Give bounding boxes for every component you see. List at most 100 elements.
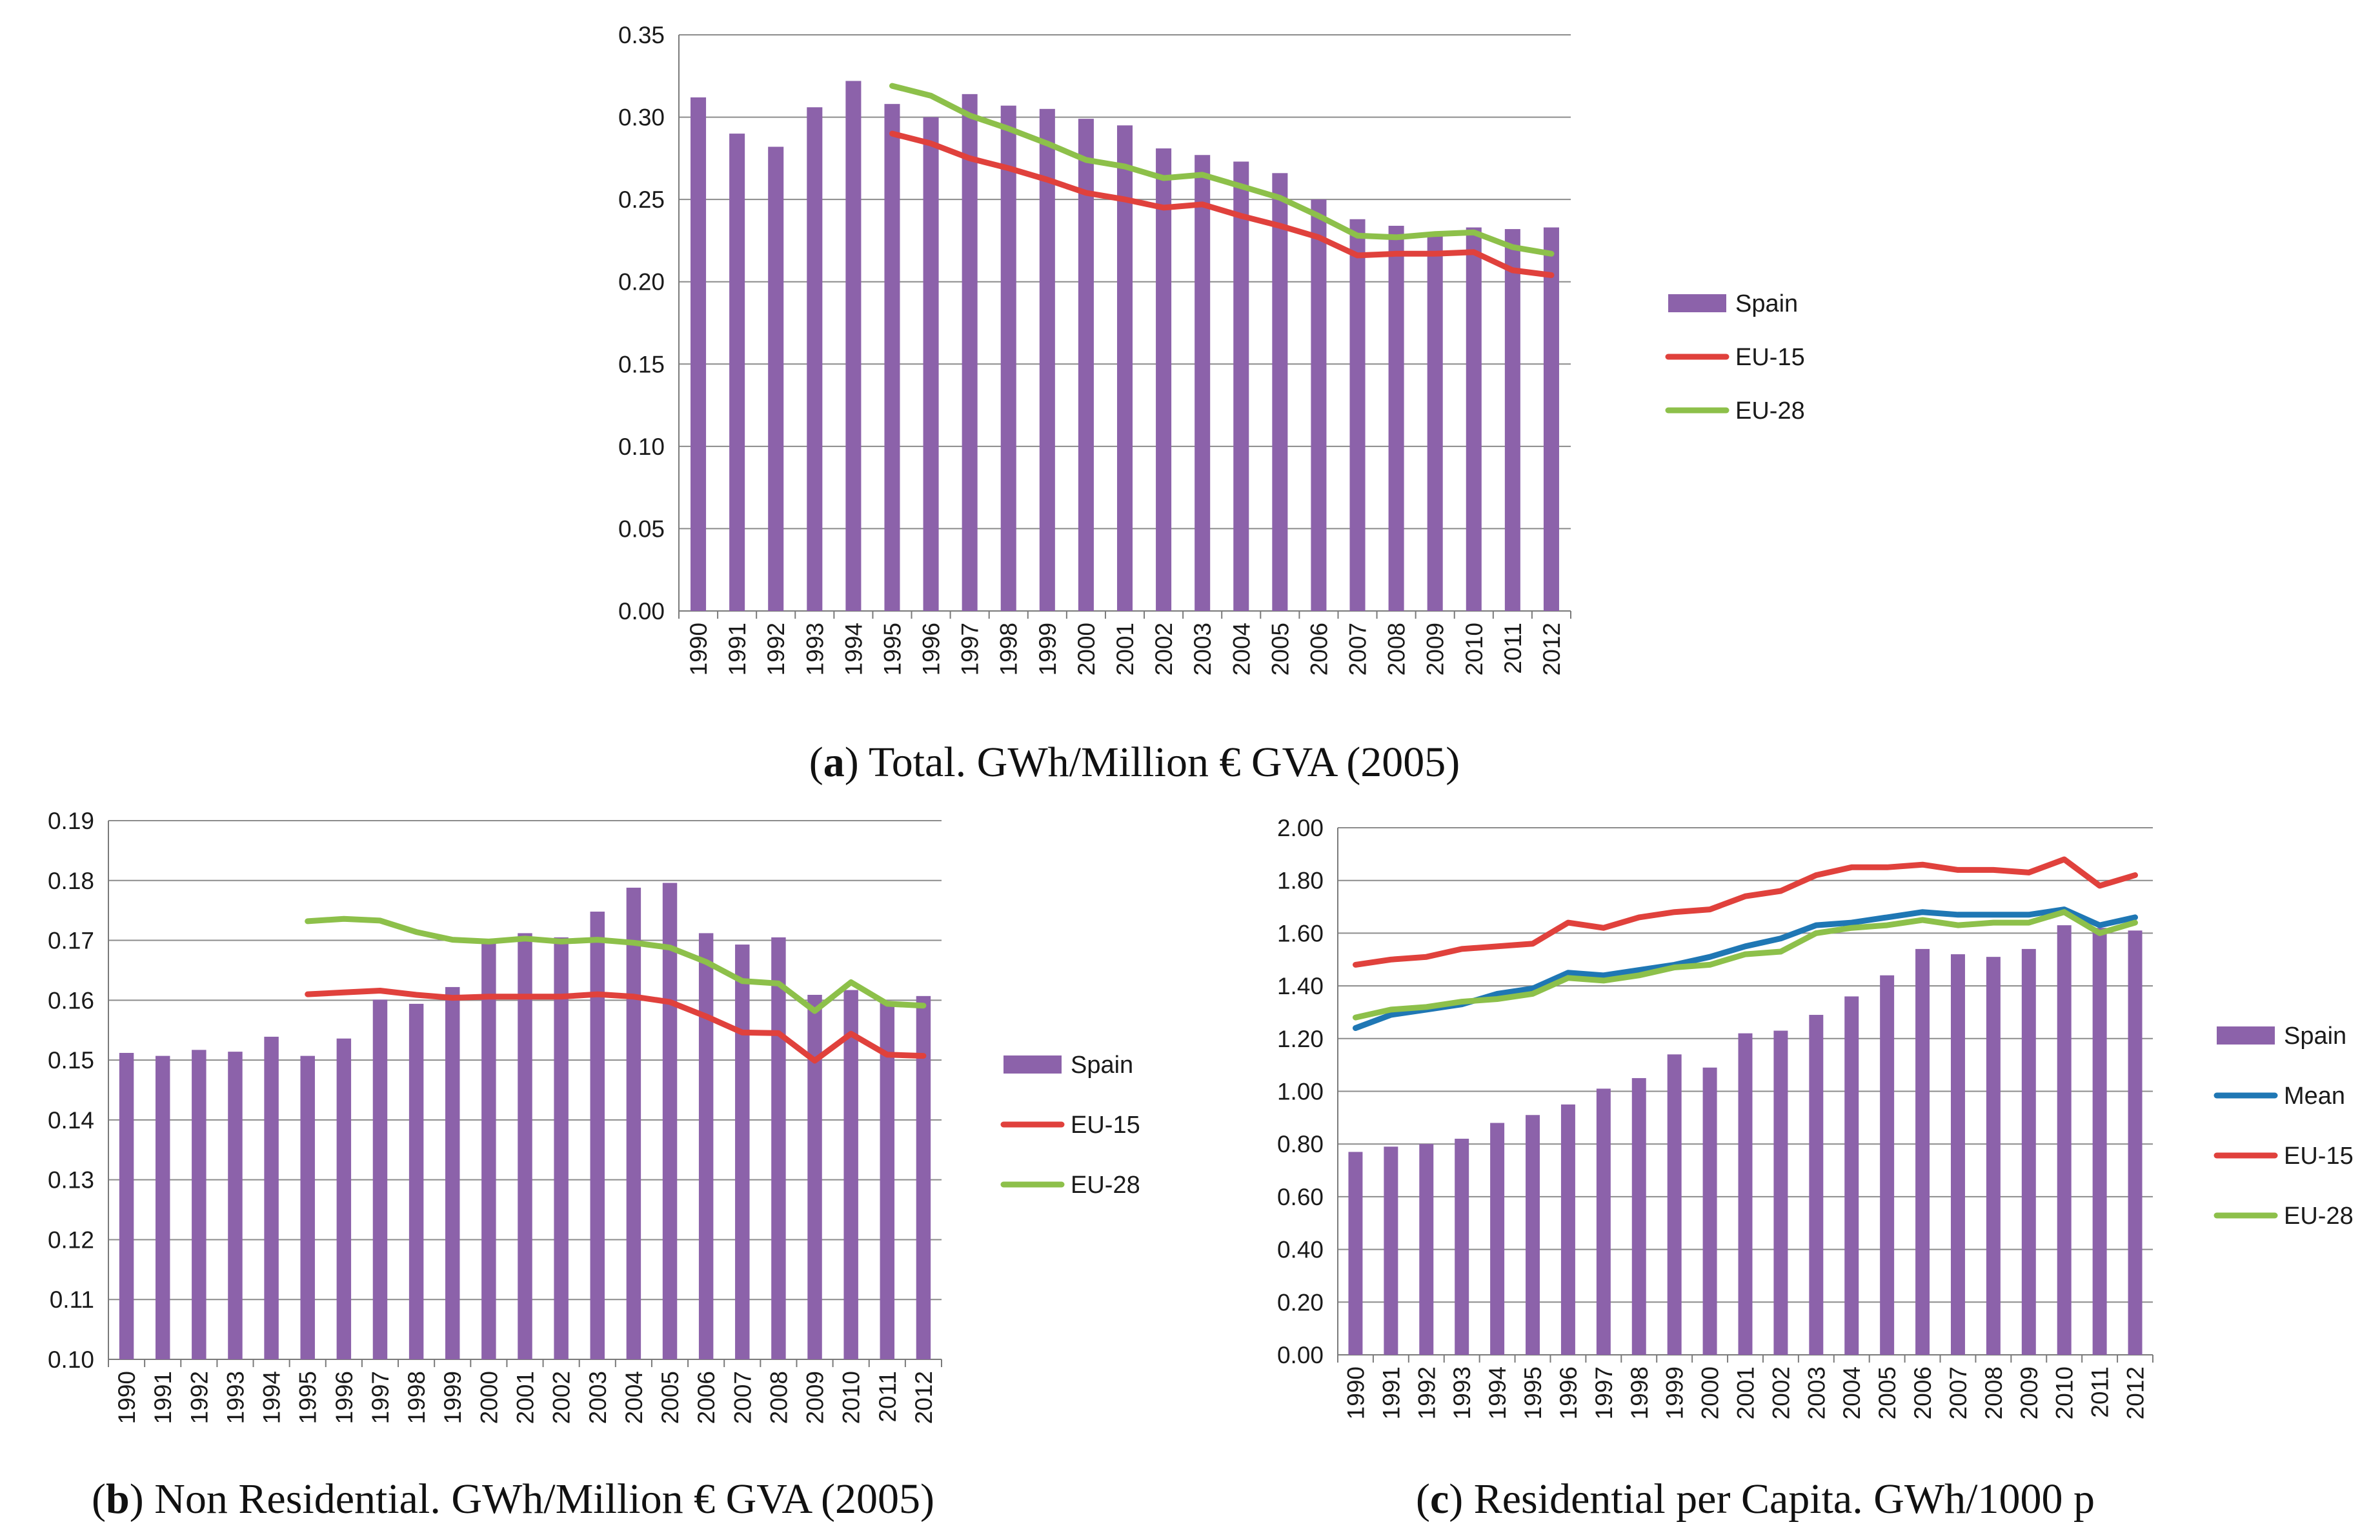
caption-letter: a: [823, 739, 845, 786]
point-eu15-1998: [1638, 916, 1640, 918]
caption-paren: (: [92, 1475, 106, 1523]
x-tick-label: 2002: [1151, 623, 1177, 675]
bar-spain-2002: [554, 937, 569, 1359]
point-eu15-2009: [2028, 872, 2030, 874]
legend-label-spain: Spain: [2284, 1023, 2346, 1050]
point-eu15-2001: [1744, 895, 1746, 897]
y-tick-label: 0.80: [1277, 1131, 1324, 1157]
point-eu28-2007: [1356, 235, 1358, 237]
y-tick-label: 0.25: [618, 186, 665, 213]
point-eu28-2002: [1780, 950, 1782, 952]
x-tick-label: 2003: [1803, 1366, 1830, 1419]
panel-non-residential-chart: 0.10 0.11 0.12 0.13 0.14 0.15 0.16 0.17 0.18 0.19…: [48, 808, 1140, 1523]
point-eu28-2009: [814, 1010, 816, 1012]
x-tick-label: 2012: [2123, 1366, 2149, 1419]
point-mean-2008: [1992, 914, 1994, 915]
x-tick-label: 1997: [957, 623, 983, 675]
bar-spain-2005: [662, 883, 678, 1359]
x-tick-label: 2007: [729, 1371, 756, 1424]
bar-spain-2006: [1915, 948, 1930, 1355]
bar-spain-1998: [408, 1003, 424, 1359]
point-eu15-2002: [560, 995, 562, 997]
bar-spain-2007: [1950, 954, 1965, 1355]
point-mean-1996: [1567, 972, 1569, 974]
x-tick-label: 2009: [1422, 623, 1449, 675]
point-mean-1990: [1355, 1027, 1356, 1029]
bar-spain-2009: [2021, 948, 2036, 1355]
x-tick-label: 2009: [802, 1371, 829, 1424]
point-eu28-2007: [1957, 925, 1959, 926]
bar-spain-2007: [1349, 219, 1366, 611]
legend-label-mean: Mean: [2284, 1083, 2345, 1110]
point-mean-2003: [1815, 925, 1817, 926]
point-eu15-2012: [922, 1055, 924, 1057]
point-eu28-2004: [1240, 185, 1242, 187]
x-tick-label: 1994: [259, 1371, 285, 1424]
bar-spain-1990: [1348, 1152, 1363, 1355]
bar-spain-1999: [1667, 1054, 1682, 1355]
bar-spain-2010: [1466, 227, 1482, 611]
bar-spain-2011: [2092, 928, 2107, 1355]
legend-swatch-spain: [2217, 1026, 2275, 1045]
panel-total-intensity-chart: 0.00 0.05 0.10 0.15 0.20 0.25 0.30 0.35 1990 1991…: [618, 22, 1805, 786]
point-mean-2002: [1780, 937, 1782, 939]
y-tick-label: 0.00: [618, 598, 665, 625]
point-eu15-2012: [2134, 874, 2136, 876]
line-eu28: [1353, 909, 2138, 1021]
bar-spain-2011: [1504, 229, 1520, 611]
bar-spain-2010: [843, 990, 858, 1359]
caption-letter: c: [1430, 1475, 1449, 1523]
point-eu28-2008: [1395, 236, 1397, 238]
point-eu28-2010: [1473, 232, 1475, 234]
x-tick-label: 1992: [186, 1371, 212, 1424]
point-eu28-1996: [930, 95, 932, 97]
caption-paren: (: [809, 739, 823, 786]
bar-spain-1996: [923, 117, 939, 612]
bar-spain-1990: [119, 1052, 134, 1359]
x-tick-label: 2000: [1073, 623, 1100, 675]
x-tick-label: 2000: [1697, 1366, 1724, 1419]
x-tick-label: 2005: [1874, 1366, 1901, 1419]
x-tick-label: 1996: [331, 1371, 358, 1424]
point-eu28-2005: [1886, 925, 1888, 926]
bar-spain-2006: [698, 933, 714, 1359]
y-tick-label: 0.16: [48, 987, 94, 1014]
bar-spain-1990: [691, 97, 707, 611]
legend-label-eu15: EU-15: [2284, 1143, 2354, 1170]
bar-spain-1995: [1526, 1115, 1540, 1355]
point-eu15-2005: [1886, 866, 1888, 868]
x-tick-label: 2011: [1500, 623, 1526, 674]
caption-paren: ): [845, 739, 869, 786]
x-tick-label: 1993: [802, 623, 828, 675]
bar-spain-2009: [807, 994, 822, 1359]
x-tick-label: 1993: [222, 1371, 248, 1424]
point-eu15-1998: [416, 994, 418, 995]
point-eu28-2002: [560, 941, 562, 943]
y-tick-label: 0.12: [48, 1226, 94, 1253]
point-eu28-2009: [2028, 922, 2030, 924]
point-eu28-2006: [1318, 215, 1320, 217]
y-tick-label: 1.40: [1277, 973, 1324, 999]
panel-caption: (b) Non Residential. GWh/Million € GVA (…: [92, 1475, 934, 1523]
legend-label-eu15: EU-15: [1735, 344, 1805, 371]
point-eu28-2000: [1085, 159, 1087, 161]
panel-caption: (a) Total. GWh/Million € GVA (2005): [809, 739, 1460, 786]
point-eu15-2011: [1511, 269, 1513, 271]
caption-letter: b: [106, 1475, 130, 1523]
point-eu28-1996: [1567, 977, 1569, 979]
point-eu15-1995: [891, 133, 893, 135]
bar-spain-2001: [1738, 1033, 1753, 1355]
caption-text: Residential per Capita. GWh/1000 p: [1474, 1475, 2095, 1523]
point-eu28-1997: [969, 115, 971, 117]
bar-spain-2001: [518, 933, 532, 1359]
point-eu15-2008: [1395, 253, 1397, 255]
bar-spain-2004: [1844, 996, 1859, 1355]
y-tick-label: 0.15: [618, 351, 665, 377]
point-eu15-2001: [1124, 199, 1125, 201]
y-tick-label: 0.35: [618, 22, 665, 48]
point-eu15-2006: [705, 1015, 707, 1017]
x-tick-label: 1992: [1413, 1366, 1440, 1419]
x-tick-label: 1998: [996, 623, 1022, 675]
line-eu15: [305, 988, 927, 1064]
point-eu15-2004: [632, 995, 634, 997]
